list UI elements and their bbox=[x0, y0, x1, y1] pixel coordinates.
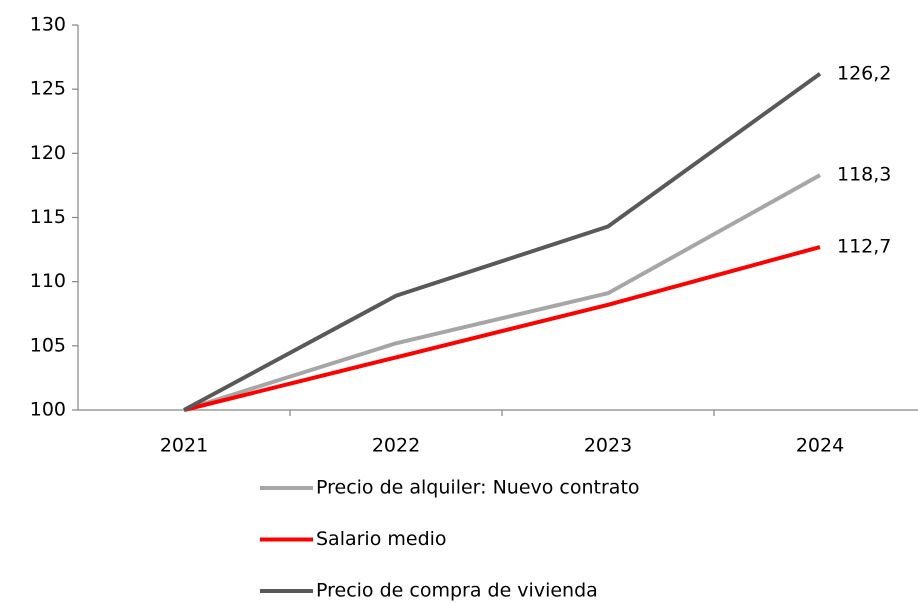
series-line bbox=[183, 173, 821, 412]
x-tick-label: 2024 bbox=[796, 435, 844, 457]
legend-label: Precio de compra de vivienda bbox=[316, 580, 598, 602]
legend-label: Precio de alquiler: Nuevo contrato bbox=[316, 477, 640, 499]
series-line bbox=[183, 72, 822, 412]
y-tick-label: 120 bbox=[30, 142, 66, 164]
y-tick-label: 130 bbox=[30, 14, 66, 36]
x-tick-label: 2023 bbox=[584, 435, 632, 457]
y-tick-label: 105 bbox=[30, 334, 66, 356]
series-line bbox=[183, 245, 821, 412]
value-label: 112,7 bbox=[837, 236, 891, 258]
y-tick-label: 115 bbox=[30, 206, 66, 228]
x-tick-label: 2022 bbox=[372, 435, 420, 457]
y-tick-label: 100 bbox=[30, 399, 66, 421]
value-label: 118,3 bbox=[837, 164, 891, 186]
legend-label: Salario medio bbox=[316, 528, 447, 550]
value-label: 126,2 bbox=[837, 62, 891, 84]
x-tick-label: 2021 bbox=[160, 435, 208, 457]
y-tick-label: 125 bbox=[30, 78, 66, 100]
y-tick-label: 110 bbox=[30, 270, 66, 292]
